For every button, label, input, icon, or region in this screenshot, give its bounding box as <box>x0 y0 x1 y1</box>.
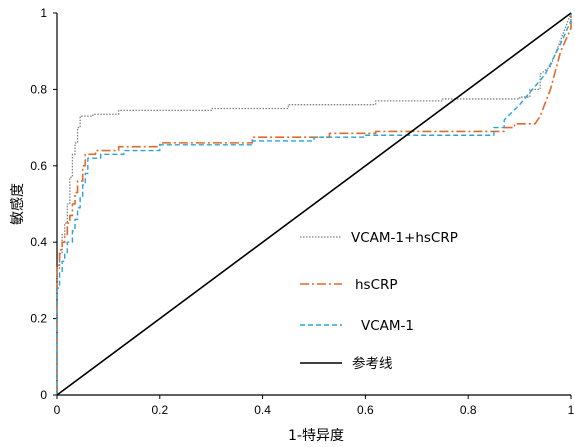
x-tick-label: 1 <box>568 403 575 417</box>
legend-label-2: VCAM-1 <box>361 318 414 334</box>
x-tick-label: 0.6 <box>357 403 374 417</box>
tick-labels: 0 0.2 0.4 0.6 0.8 1 0 0.2 0.4 0.6 0.8 1 <box>30 6 574 417</box>
x-tick-label: 0.8 <box>460 403 477 417</box>
series-lines <box>56 12 572 396</box>
y-tick-label: 0.4 <box>30 235 47 249</box>
x-tick-label: 0 <box>54 403 61 417</box>
x-axis-title: 1-特异度 <box>288 428 344 444</box>
y-tick-label: 0.6 <box>30 159 47 173</box>
legend-label-3: 参考线 <box>352 355 393 372</box>
y-tick-label: 0.2 <box>30 312 47 326</box>
legend: VCAM-1+hsCRP hsCRP VCAM-1 参考线 <box>300 230 458 372</box>
legend-label-0: VCAM-1+hsCRP <box>351 230 458 246</box>
legend-label-1: hsCRP <box>355 277 398 293</box>
series-line-3 <box>56 12 572 396</box>
y-axis-title: 敏感度 <box>9 183 26 225</box>
y-tick-label: 1 <box>40 6 47 20</box>
x-tick-label: 0.2 <box>151 403 168 417</box>
y-tick-label: 0.8 <box>30 82 47 96</box>
series-line-1 <box>56 13 572 395</box>
series-line-2 <box>56 13 572 395</box>
y-tick-label: 0 <box>40 388 47 402</box>
x-tick-label: 0.4 <box>254 403 271 417</box>
